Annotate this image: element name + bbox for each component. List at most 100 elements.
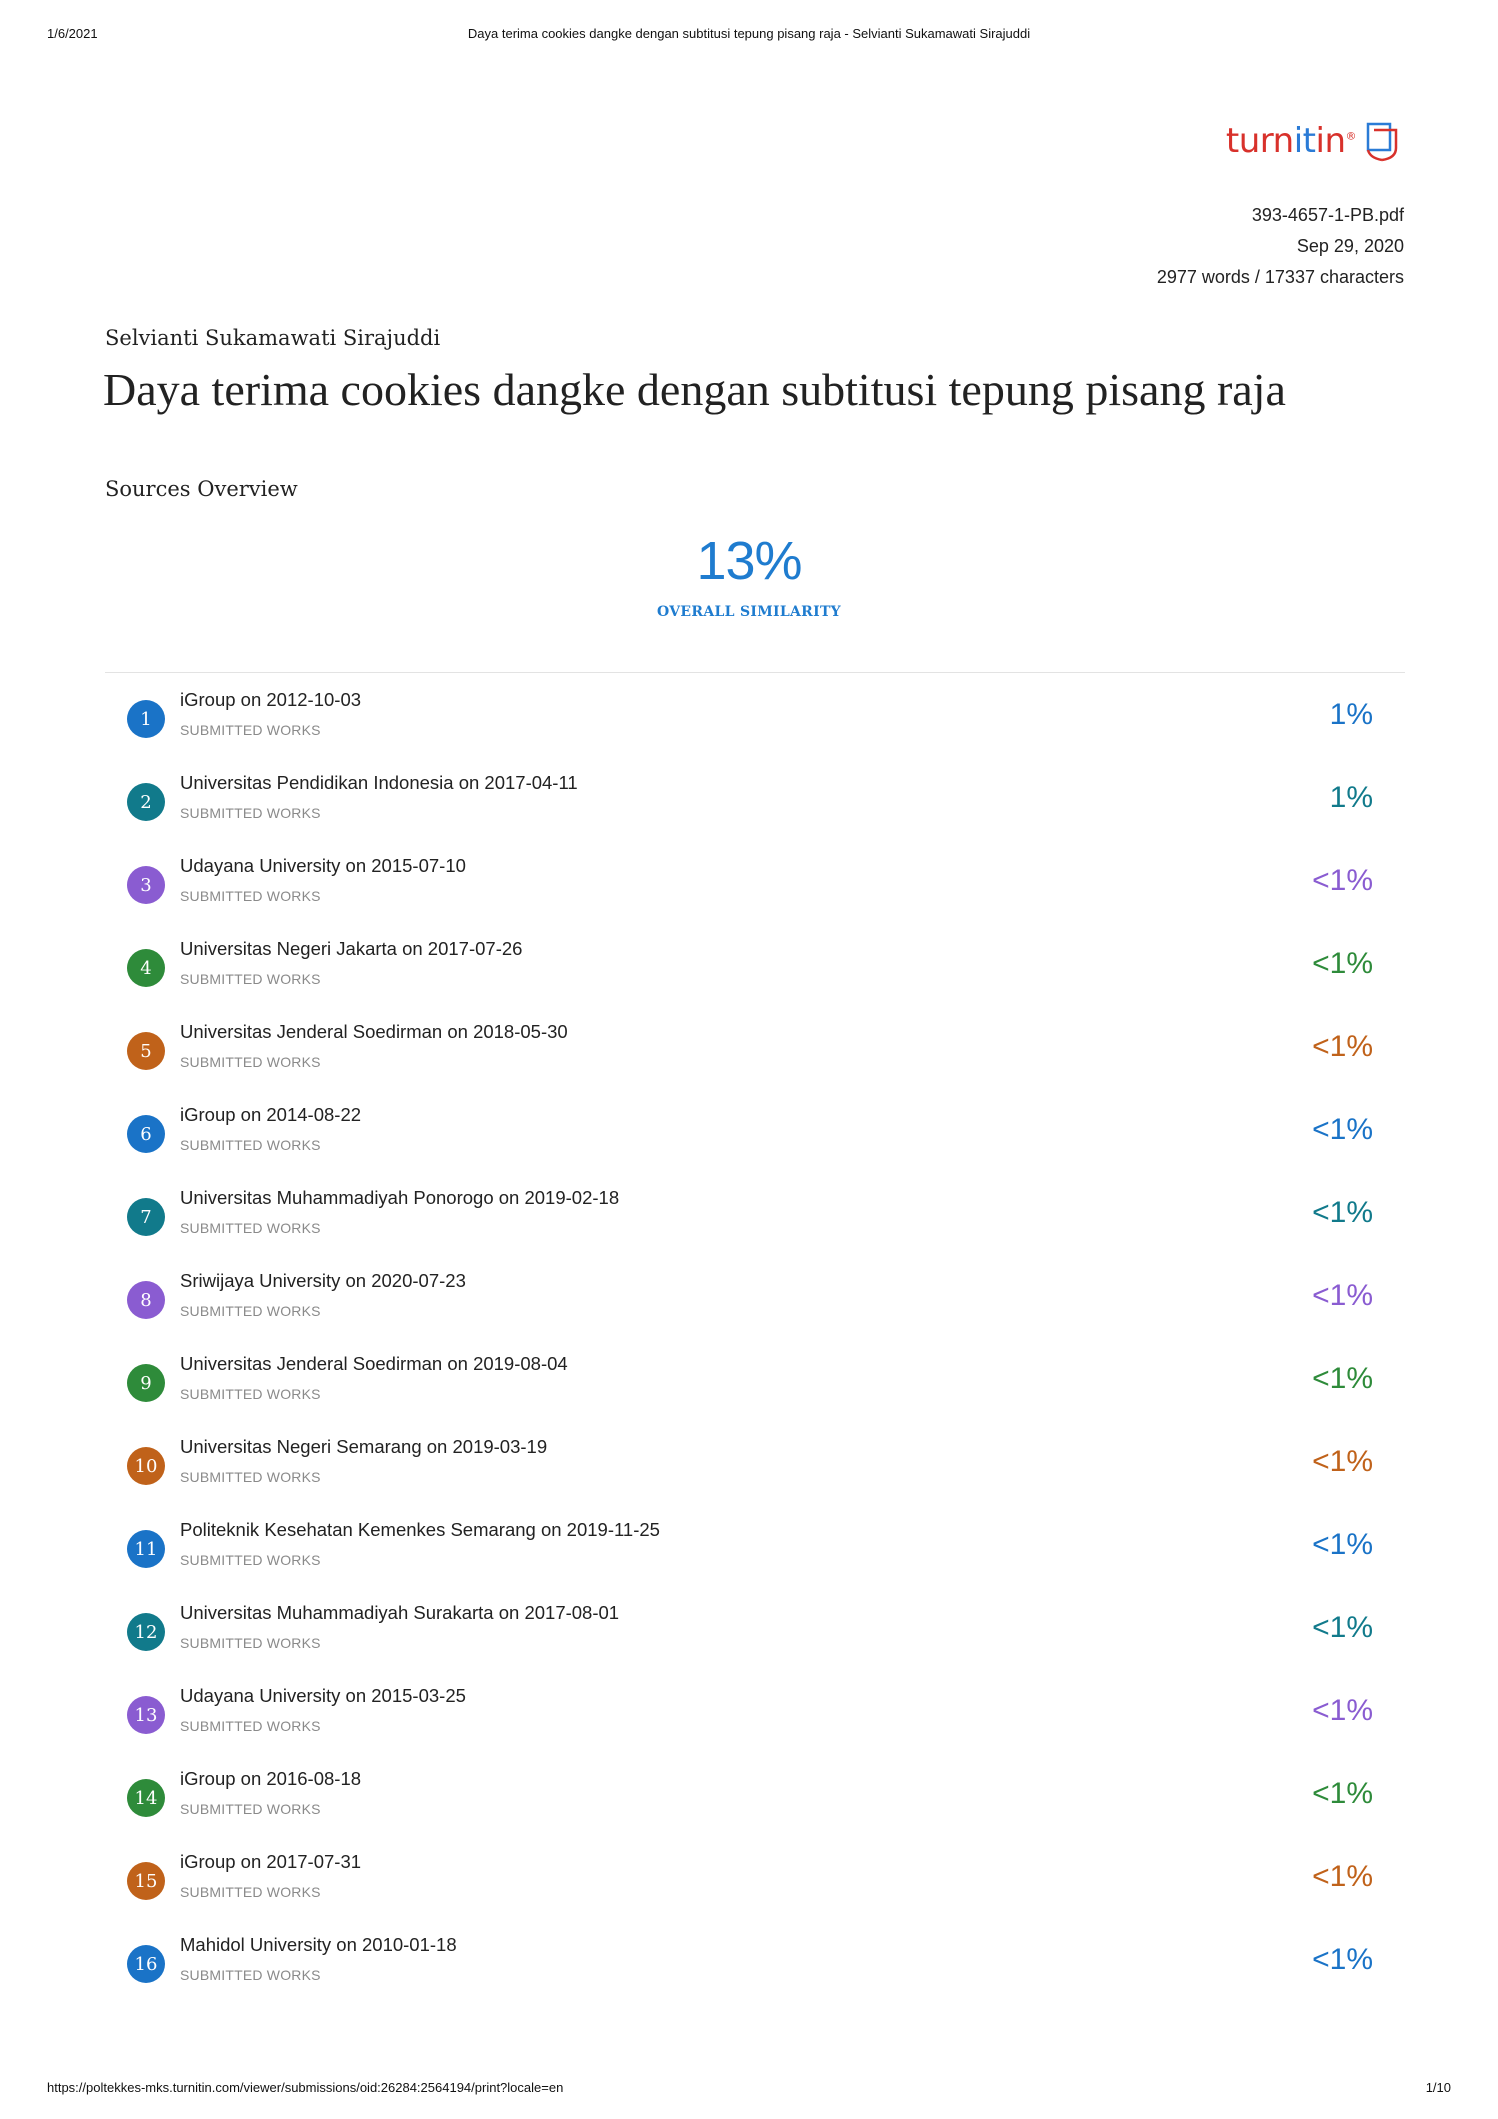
source-percentage: <1% xyxy=(1312,1196,1373,1229)
source-percentage: 1% xyxy=(1329,698,1373,731)
source-number-badge: 4 xyxy=(127,949,165,987)
source-type: SUBMITTED WORKS xyxy=(180,1303,321,1319)
overall-similarity-value: 13% xyxy=(696,531,802,591)
source-name: Sriwijaya University on 2020-07-23 xyxy=(180,1270,466,1291)
source-number-badge: 16 xyxy=(127,1945,165,1983)
source-percentage: <1% xyxy=(1312,1777,1373,1810)
source-number-badge: 5 xyxy=(127,1032,165,1070)
source-type: SUBMITTED WORKS xyxy=(180,1635,321,1651)
source-name: Universitas Pendidikan Indonesia on 2017… xyxy=(180,772,578,793)
source-name: Universitas Negeri Semarang on 2019-03-1… xyxy=(180,1436,548,1457)
divider xyxy=(105,672,1405,673)
source-number-badge: 15 xyxy=(127,1862,165,1900)
source-percentage: <1% xyxy=(1312,1279,1373,1312)
source-item[interactable]: 7 Universitas Muhammadiyah Ponorogo on 20… xyxy=(105,1181,1405,1264)
source-item[interactable]: 6 iGroup on 2014-08-22 SUBMITTED WORKS <1% xyxy=(105,1098,1405,1181)
source-percentage: <1% xyxy=(1312,1860,1373,1893)
source-number-badge: 10 xyxy=(127,1447,165,1485)
source-name: iGroup on 2017-07-31 xyxy=(180,1851,362,1872)
source-percentage: <1% xyxy=(1312,864,1373,897)
source-item[interactable]: 13 Udayana University on 2015-03-25 SUBMIT… xyxy=(105,1679,1405,1762)
overall-similarity-label: OVERALL SIMILARITY xyxy=(657,604,841,620)
source-number-badge: 11 xyxy=(127,1530,165,1568)
source-name: iGroup on 2016-08-18 xyxy=(180,1768,362,1789)
document-title: Daya terima cookies dangke dengan subtit… xyxy=(103,364,1286,415)
word-count: 2977 words / 17337 characters xyxy=(1156,267,1404,287)
source-item[interactable]: 1 iGroup on 2012-10-03 SUBMITTED WORKS 1% xyxy=(105,683,1405,766)
source-type: SUBMITTED WORKS xyxy=(180,1718,321,1734)
source-percentage: <1% xyxy=(1312,1611,1373,1644)
source-name: iGroup on 2014-08-22 xyxy=(180,1104,362,1125)
source-item[interactable]: 14 iGroup on 2016-08-18 SUBMITTED WORKS <1% xyxy=(105,1762,1405,1845)
source-item[interactable]: 5 Universitas Jenderal Soedirman on 2018-… xyxy=(105,1015,1405,1098)
source-type: SUBMITTED WORKS xyxy=(180,888,321,904)
turnitin-logo: turnitin® xyxy=(1226,116,1406,166)
source-name: Udayana University on 2015-03-25 xyxy=(180,1685,466,1706)
source-item[interactable]: 2 Universitas Pendidikan Indonesia on 201… xyxy=(105,766,1405,849)
source-type: SUBMITTED WORKS xyxy=(180,1884,321,1900)
source-percentage: <1% xyxy=(1312,1943,1373,1976)
source-percentage: <1% xyxy=(1312,1445,1373,1478)
print-url: https://poltekkes-mks.turnitin.com/viewe… xyxy=(47,2080,564,2095)
source-percentage: <1% xyxy=(1312,1030,1373,1063)
turnitin-mark-icon xyxy=(1366,122,1398,162)
source-number-badge: 7 xyxy=(127,1198,165,1236)
source-type: SUBMITTED WORKS xyxy=(180,1386,321,1402)
overall-similarity: 13% OVERALL SIMILARITY xyxy=(0,530,1498,620)
source-number-badge: 1 xyxy=(127,700,165,738)
print-header: 1/6/2021 Daya terima cookies dangke deng… xyxy=(0,26,1498,44)
sources-overview-heading: Sources Overview xyxy=(105,477,298,501)
source-number-badge: 6 xyxy=(127,1115,165,1153)
source-percentage: <1% xyxy=(1312,1113,1373,1146)
source-percentage: 1% xyxy=(1329,781,1373,814)
source-type: SUBMITTED WORKS xyxy=(180,1137,321,1153)
sources-list: 1 iGroup on 2012-10-03 SUBMITTED WORKS 1% 2 U… xyxy=(105,683,1405,2011)
source-item[interactable]: 10 Universitas Negeri Semarang on 2019-03… xyxy=(105,1430,1405,1513)
submission-meta: 393-4657-1-PB.pdf Sep 29, 2020 2977 word… xyxy=(1157,200,1404,293)
source-item[interactable]: 3 Udayana University on 2015-07-10 SUBMITT… xyxy=(105,849,1405,932)
source-name: Universitas Jenderal Soedirman on 2019-0… xyxy=(180,1353,568,1374)
page-number: 1/10 xyxy=(1425,2080,1451,2095)
source-item[interactable]: 9 Universitas Jenderal Soedirman on 2019-… xyxy=(105,1347,1405,1430)
file-name: 393-4657-1-PB.pdf xyxy=(1251,205,1404,225)
source-name: Universitas Jenderal Soedirman on 2018-0… xyxy=(180,1021,568,1042)
source-number-badge: 3 xyxy=(127,866,165,904)
source-type: SUBMITTED WORKS xyxy=(180,1967,321,1983)
source-item[interactable]: 16 Mahidol University on 2010-01-18 SUBMIT… xyxy=(105,1928,1405,2011)
source-type: SUBMITTED WORKS xyxy=(180,1220,321,1236)
source-number-badge: 9 xyxy=(127,1364,165,1402)
source-number-badge: 8 xyxy=(127,1281,165,1319)
source-item[interactable]: 11 Politeknik Kesehatan Kemenkes Semarang… xyxy=(105,1513,1405,1596)
source-type: SUBMITTED WORKS xyxy=(180,805,321,821)
source-type: SUBMITTED WORKS xyxy=(180,971,321,987)
source-number-badge: 12 xyxy=(127,1613,165,1651)
source-name: Mahidol University on 2010-01-18 xyxy=(180,1934,457,1955)
source-item[interactable]: 12 Universitas Muhammadiyah Surakarta on … xyxy=(105,1596,1405,1679)
source-number-badge: 14 xyxy=(127,1779,165,1817)
source-type: SUBMITTED WORKS xyxy=(180,1801,321,1817)
source-item[interactable]: 15 iGroup on 2017-07-31 SUBMITTED WORKS <1% xyxy=(105,1845,1405,1928)
source-percentage: <1% xyxy=(1312,947,1373,980)
source-percentage: <1% xyxy=(1312,1694,1373,1727)
source-type: SUBMITTED WORKS xyxy=(180,1054,321,1070)
source-name: iGroup on 2012-10-03 xyxy=(180,689,362,710)
source-percentage: <1% xyxy=(1312,1528,1373,1561)
author-name: Selvianti Sukamawati Sirajuddi xyxy=(105,326,441,350)
source-name: Udayana University on 2015-07-10 xyxy=(180,855,466,876)
source-item[interactable]: 4 Universitas Negeri Jakarta on 2017-07-2… xyxy=(105,932,1405,1015)
print-date: 1/6/2021 xyxy=(47,26,98,41)
logo-wordmark: turnitin® xyxy=(1225,121,1357,161)
source-percentage: <1% xyxy=(1312,1362,1373,1395)
source-number-badge: 13 xyxy=(127,1696,165,1734)
source-name: Politeknik Kesehatan Kemenkes Semarang o… xyxy=(180,1519,660,1540)
source-name: Universitas Negeri Jakarta on 2017-07-26 xyxy=(180,938,523,959)
source-number-badge: 2 xyxy=(127,783,165,821)
source-item[interactable]: 8 Sriwijaya University on 2020-07-23 SUBMI… xyxy=(105,1264,1405,1347)
print-title: Daya terima cookies dangke dengan subtit… xyxy=(467,26,1031,41)
source-name: Universitas Muhammadiyah Surakarta on 20… xyxy=(180,1602,620,1623)
source-type: SUBMITTED WORKS xyxy=(180,722,321,738)
source-type: SUBMITTED WORKS xyxy=(180,1469,321,1485)
source-name: Universitas Muhammadiyah Ponorogo on 201… xyxy=(180,1187,620,1208)
source-type: SUBMITTED WORKS xyxy=(180,1552,321,1568)
print-footer: https://poltekkes-mks.turnitin.com/viewe… xyxy=(0,2080,1498,2098)
